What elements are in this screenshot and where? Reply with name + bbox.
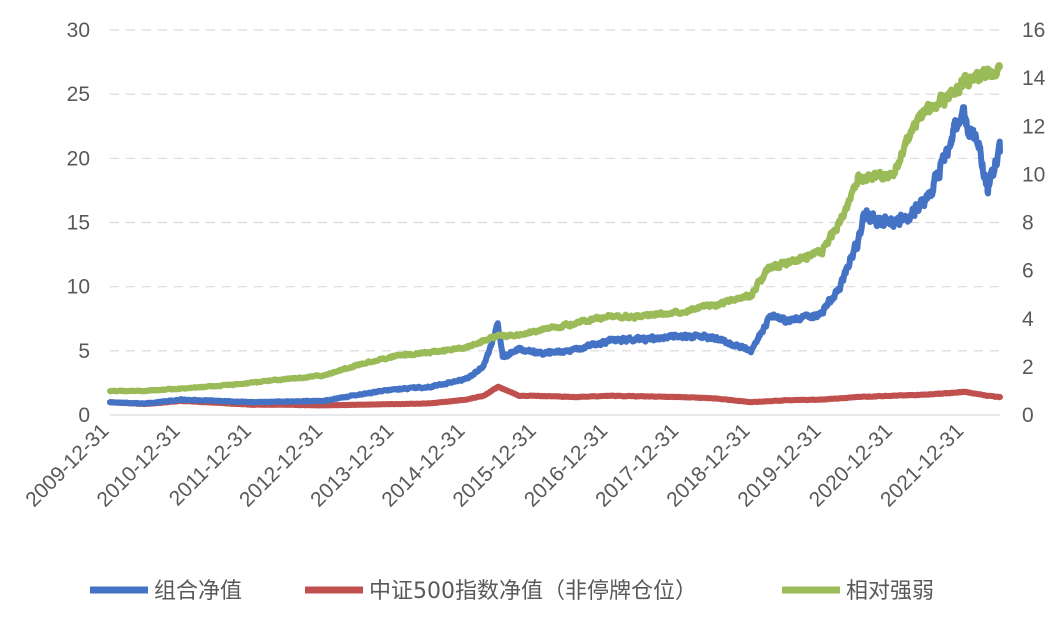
legend-label: 组合净值 <box>154 579 242 604</box>
legend-item-1: 中证500指数净值（非停牌仓位） <box>305 579 697 604</box>
right-y-tick-label: 16 <box>1022 19 1045 42</box>
left-y-tick-label: 25 <box>67 83 90 106</box>
legend-item-0: 组合净值 <box>90 579 242 604</box>
legend: 组合净值 中证500指数净值（非停牌仓位） 相对强弱 <box>90 579 934 604</box>
left-y-tick-label: 0 <box>78 404 90 427</box>
series-line-2 <box>107 62 1003 395</box>
left-y-tick-label: 20 <box>67 147 90 170</box>
right-y-tick-label: 6 <box>1022 260 1034 283</box>
left-y-tick-label: 30 <box>67 19 90 42</box>
x-axis: 2009-12-312010-12-312011-12-312012-12-31… <box>21 419 968 511</box>
left-y-tick-label: 15 <box>67 212 90 235</box>
left-y-axis: 0 5 10 15 20 25 30 <box>67 19 90 427</box>
legend-label: 中证500指数净值（非停牌仓位） <box>369 579 697 604</box>
right-y-tick-label: 8 <box>1022 212 1034 235</box>
right-y-tick-label: 0 <box>1022 404 1034 427</box>
left-y-tick-label: 5 <box>78 340 90 363</box>
left-y-tick-label: 10 <box>67 276 90 299</box>
right-y-tick-label: 10 <box>1022 163 1045 186</box>
legend-label: 相对强弱 <box>846 579 934 604</box>
right-y-axis: 0 2 4 6 8 10 12 14 16 <box>1022 19 1046 427</box>
legend-item-2: 相对强弱 <box>782 579 934 604</box>
gridlines <box>110 29 1000 416</box>
right-y-tick-label: 14 <box>1022 67 1046 90</box>
right-y-tick-label: 12 <box>1022 115 1045 138</box>
series-lines <box>107 62 1003 409</box>
series-line-0 <box>107 104 1003 407</box>
right-y-tick-label: 2 <box>1022 356 1034 379</box>
right-y-tick-label: 4 <box>1022 308 1034 331</box>
